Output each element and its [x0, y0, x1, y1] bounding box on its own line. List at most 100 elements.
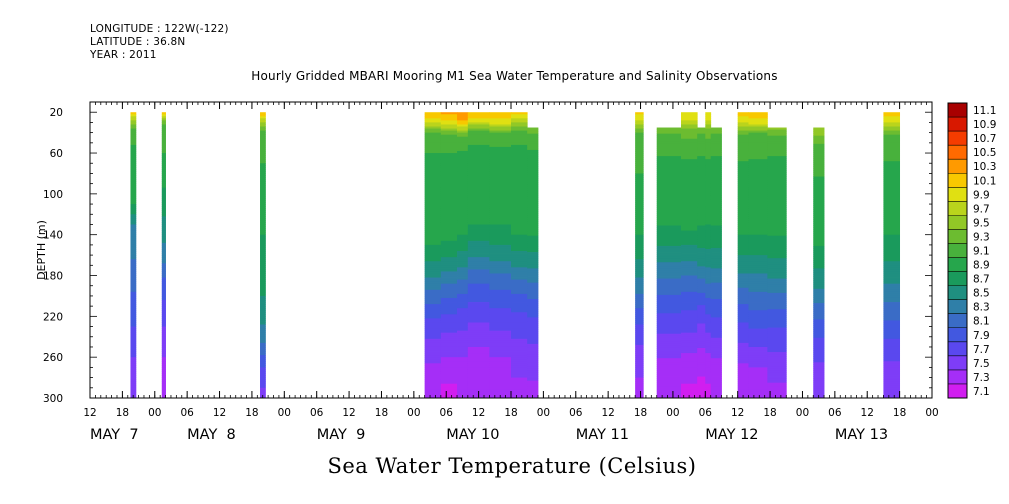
temperature-cell	[527, 250, 539, 253]
temperature-cell	[681, 306, 698, 309]
temperature-cell	[130, 324, 137, 327]
temperature-cell	[883, 326, 901, 329]
temperature-cell	[883, 206, 901, 209]
temperature-cell	[737, 163, 749, 166]
temperature-cell	[697, 227, 706, 230]
temperature-cell	[705, 218, 712, 221]
temperature-cell	[767, 231, 787, 235]
temperature-cell	[635, 373, 644, 376]
temperature-cell	[767, 241, 787, 245]
temperature-cell	[656, 250, 682, 253]
temperature-cell	[635, 346, 644, 350]
temperature-cell	[440, 169, 458, 172]
temperature-cell	[656, 321, 682, 324]
temperature-cell	[748, 300, 768, 303]
temperature-cell	[511, 269, 528, 272]
temperature-cell	[161, 159, 166, 162]
temperature-cell	[710, 203, 722, 206]
temperature-cell	[457, 271, 469, 274]
temperature-cell	[883, 395, 901, 399]
temperature-cell	[705, 330, 712, 334]
temperature-cell	[440, 357, 458, 360]
temperature-cell	[440, 251, 458, 254]
colorbar-label: 8.7	[973, 274, 990, 286]
temperature-cell	[656, 160, 682, 163]
temperature-cell	[467, 320, 490, 323]
temperature-cell	[457, 265, 469, 268]
temperature-cell	[489, 189, 512, 193]
temperature-cell	[511, 355, 528, 358]
temperature-cell	[457, 371, 469, 374]
temperature-cell	[467, 263, 490, 266]
temperature-cell	[813, 194, 825, 198]
temperature-cell	[748, 134, 768, 138]
temperature-cell	[710, 139, 722, 143]
temperature-cell	[681, 112, 698, 115]
temperature-cell	[161, 332, 166, 336]
temperature-cell	[681, 155, 698, 158]
temperature-cell	[527, 354, 539, 357]
temperature-cell	[813, 235, 825, 239]
temperature-cell	[511, 389, 528, 393]
temperature-cell	[527, 315, 539, 318]
temperature-cell	[813, 343, 825, 347]
temperature-cell	[883, 322, 901, 325]
temperature-cell	[883, 177, 901, 180]
temperature-cell	[260, 267, 266, 270]
temperature-cell	[737, 204, 749, 207]
temperature-cell	[424, 138, 442, 142]
temperature-cell	[527, 207, 539, 210]
temperature-cell	[656, 319, 682, 322]
temperature-cell	[748, 334, 768, 338]
data-segment	[883, 112, 901, 399]
temperature-cell	[260, 234, 266, 238]
temperature-cell	[710, 305, 722, 308]
temperature-cell	[656, 390, 682, 394]
temperature-cell	[883, 114, 901, 117]
temperature-cell	[161, 228, 166, 232]
temperature-cell	[710, 264, 722, 267]
temperature-cell	[705, 381, 712, 385]
temperature-cell	[440, 373, 458, 376]
temperature-cell	[767, 317, 787, 320]
temperature-cell	[467, 161, 490, 164]
temperature-cell	[767, 394, 787, 398]
colorbar-label: 7.9	[973, 330, 990, 342]
temperature-cell	[424, 355, 442, 358]
temperature-cell	[813, 282, 825, 286]
temperature-cell	[767, 296, 787, 300]
temperature-cell	[424, 308, 442, 311]
temperature-cell	[489, 177, 512, 180]
temperature-cell	[130, 157, 137, 160]
temperature-cell	[737, 253, 749, 256]
temperature-cell	[697, 343, 706, 347]
temperature-cell	[748, 332, 768, 336]
temperature-cell	[710, 319, 722, 322]
temperature-cell	[457, 387, 469, 391]
temperature-cell	[710, 145, 722, 149]
temperature-cell	[748, 265, 768, 268]
temperature-cell	[705, 146, 712, 150]
temperature-cell	[656, 311, 682, 314]
temperature-cell	[681, 381, 698, 385]
temperature-cell	[527, 254, 539, 257]
temperature-cell	[424, 204, 442, 207]
temperature-cell	[440, 344, 458, 348]
temperature-cell	[656, 292, 682, 296]
temperature-cell	[767, 186, 787, 190]
temperature-cell	[635, 287, 644, 291]
temperature-cell	[161, 387, 166, 391]
temperature-cell	[635, 169, 644, 172]
temperature-cell	[457, 269, 469, 272]
temperature-cell	[457, 287, 469, 291]
temperature-cell	[260, 246, 266, 250]
temperature-cell	[467, 385, 490, 389]
x-tick-label: 06	[180, 407, 194, 419]
temperature-cell	[656, 180, 682, 184]
temperature-cell	[511, 116, 528, 119]
temperature-cell	[489, 122, 512, 125]
temperature-cell	[883, 349, 901, 352]
temperature-cell	[489, 236, 512, 240]
temperature-cell	[489, 228, 512, 232]
temperature-cell	[424, 183, 442, 187]
